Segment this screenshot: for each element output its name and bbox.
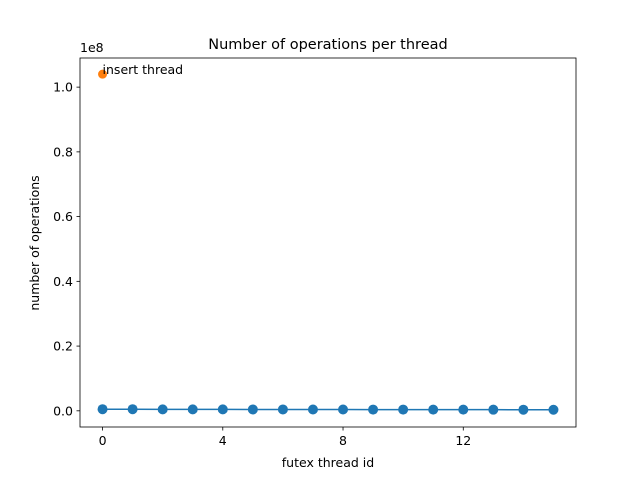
series-0-point [187,404,198,415]
series-0-point [398,404,409,415]
annotation-label: insert thread [103,62,184,77]
series-0-point [368,404,379,415]
y-tick-label: 0.8 [53,144,73,159]
series-1-point [98,69,108,79]
y-axis: 0.0 0.2 0.4 0.6 0.8 1.0 [53,80,80,418]
series-0-point [307,404,318,415]
series-0-point [338,404,349,415]
y-tick-label: 1.0 [53,80,73,95]
y-axis-offset-label: 1e8 [80,40,104,55]
x-tick-label: 8 [339,433,347,448]
axes-frame [79,57,577,428]
y-tick-label: 0.6 [53,209,73,224]
series-0-point [217,404,228,415]
annotation-layer: insert thread [103,62,184,77]
series-0-line [102,408,554,411]
x-tick-label: 4 [219,433,227,448]
series-0-point [488,404,499,415]
series-0-point [277,404,288,415]
series-0-point [127,404,138,415]
y-tick-label: 0.4 [53,274,73,289]
x-tick-label: 0 [99,433,107,448]
series-0-point [97,404,108,415]
x-axis: 0 4 8 12 [99,427,471,448]
series-0-point [157,404,168,415]
y-axis-label: number of operations [27,175,42,310]
y-tick-label: 0.2 [53,339,73,354]
plot-layer [97,69,559,415]
series-0-point [247,404,258,415]
chart-title: Number of operations per thread [208,37,447,53]
y-tick-label: 0.0 [53,403,73,418]
series-0-point [458,404,469,415]
series-0-point [428,404,439,415]
x-axis-label: futex thread id [282,455,374,470]
x-tick-label: 12 [455,433,471,448]
series-0-point [518,404,529,415]
series-0-point [548,404,559,415]
